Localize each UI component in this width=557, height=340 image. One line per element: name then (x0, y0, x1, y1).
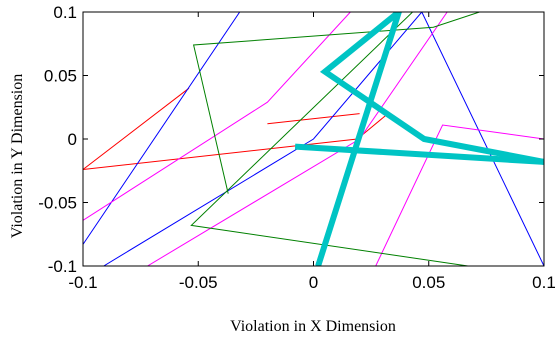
series-layer (83, 12, 544, 266)
y-tick-label: -0.1 (48, 257, 77, 276)
series-line-9 (192, 12, 544, 194)
y-tick-label: 0.05 (44, 67, 77, 86)
ticks-layer (82, 11, 545, 267)
series-line-6 (83, 12, 544, 221)
y-axis-label: Violation in Y Dimension (9, 74, 26, 239)
x-tick-label: 0 (309, 273, 318, 292)
series-line-1 (83, 87, 190, 170)
series-line-8 (375, 124, 544, 266)
series-line-5 (103, 12, 544, 266)
x-tick-label: -0.1 (68, 273, 97, 292)
x-tick-label: 0.05 (412, 273, 445, 292)
series-line-11 (315, 12, 544, 266)
y-tick-label: -0.05 (38, 194, 77, 213)
series-line-4 (83, 12, 314, 245)
tick-labels-layer: -0.1 -0.05 0 0.05 0.1 -0.1 -0.05 0 0.05 0.1 (38, 3, 556, 292)
y-tick-label: 0 (68, 130, 77, 149)
series-line-10 (190, 12, 544, 266)
x-tick-label: -0.05 (179, 273, 218, 292)
y-tick-label: 0.1 (53, 3, 77, 22)
series-line-3 (267, 113, 360, 125)
x-tick-label: 0.1 (532, 273, 556, 292)
x-axis-label: Violation in X Dimension (230, 318, 396, 335)
series-line-12 (294, 143, 544, 165)
